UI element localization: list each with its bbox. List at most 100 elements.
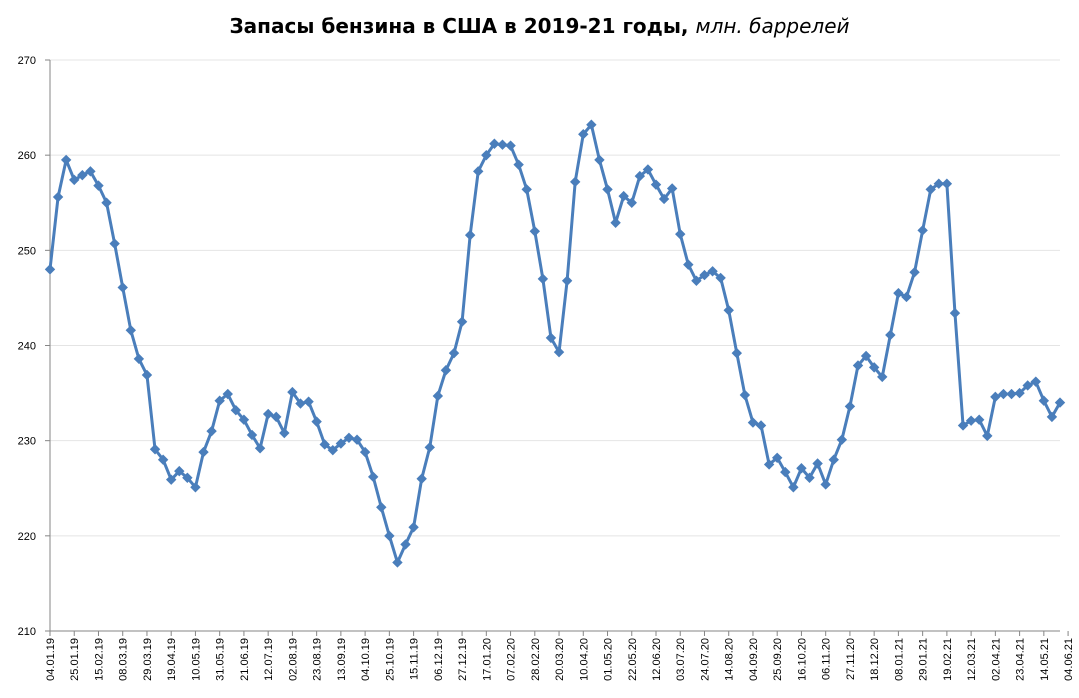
x-tick-label: 27.12.19 (457, 638, 469, 681)
x-tick-label: 25.09.20 (772, 638, 784, 681)
data-point-marker (707, 266, 718, 277)
x-tick-label: 14.05.21 (1039, 638, 1051, 681)
data-point-marker (198, 446, 209, 458)
x-tick-label: 15.02.19 (93, 638, 105, 681)
data-point-marker (755, 420, 767, 431)
data-point-marker (311, 416, 322, 427)
data-point-marker (634, 170, 646, 182)
x-tick-label: 04.06.21 (1063, 638, 1075, 681)
data-point-marker (699, 269, 710, 281)
data-point-marker (1054, 397, 1066, 408)
data-point-marker (973, 414, 985, 425)
data-point-marker (214, 395, 225, 406)
data-point-marker (376, 502, 387, 513)
data-point-marker (343, 432, 355, 444)
x-tick-label: 12.03.21 (966, 638, 978, 681)
data-point-marker (796, 463, 807, 474)
x-tick-label: 14.08.20 (724, 638, 736, 681)
data-point-marker (723, 305, 734, 316)
x-tick-label: 17.01.20 (481, 638, 493, 681)
data-point-marker (780, 466, 791, 478)
data-point-marker (287, 386, 298, 398)
data-point-marker (117, 282, 128, 293)
data-point-marker (949, 307, 961, 319)
x-tick-label: 12.06.20 (651, 638, 663, 681)
data-point-marker (553, 346, 565, 358)
data-point-marker (610, 217, 621, 228)
data-point-marker (982, 430, 993, 442)
data-point-marker (190, 482, 201, 493)
data-point-marker (675, 228, 686, 240)
data-point-marker (998, 388, 1009, 400)
data-point-marker (182, 472, 193, 483)
data-point-marker (836, 434, 848, 445)
data-point-marker (489, 138, 500, 149)
data-point-marker (222, 388, 233, 400)
y-tick-label: 220 (18, 531, 36, 543)
data-point-marker (77, 169, 88, 181)
y-tick-label: 240 (18, 341, 36, 353)
data-point-marker (569, 176, 581, 188)
data-point-marker (844, 401, 856, 412)
data-point-marker (157, 454, 169, 465)
data-point-marker (965, 415, 977, 426)
series-gasoline-inventory (44, 119, 1066, 568)
data-point-marker (715, 272, 726, 284)
data-point-marker (521, 184, 532, 195)
x-tick-label: 28.02.20 (530, 638, 542, 681)
x-tick-label: 01.05.20 (603, 638, 615, 681)
data-point-marker (424, 442, 435, 453)
chart-title: Запасы бензина в США в 2019-21 годы, млн… (0, 14, 1079, 38)
data-point-marker (351, 434, 363, 445)
x-axis-tick-labels: 04.01.19 25.01.19 15.02.19 08.03.19 29.03.19… (45, 638, 1075, 681)
data-point-marker (917, 225, 928, 236)
data-point-marker (367, 471, 379, 483)
data-point-marker (238, 414, 250, 425)
x-tick-label: 10.05.19 (190, 638, 202, 681)
x-tick-label: 23.04.21 (1015, 638, 1027, 681)
data-point-marker (497, 139, 508, 150)
data-point-marker (246, 429, 258, 441)
x-tick-label: 16.10.20 (796, 638, 808, 681)
x-tick-label: 02.04.21 (990, 638, 1002, 681)
x-tick-label: 10.04.20 (578, 638, 590, 681)
data-point-marker (432, 390, 444, 402)
data-point-marker (666, 183, 678, 194)
data-point-marker (327, 444, 339, 456)
data-point-marker (691, 275, 702, 286)
x-tick-label: 08.01.21 (893, 638, 905, 681)
data-point-marker (852, 360, 864, 371)
y-tick-label: 260 (18, 150, 36, 162)
x-tick-label: 31.05.19 (215, 638, 227, 681)
data-point-marker (69, 174, 80, 186)
data-point-marker (448, 347, 460, 359)
data-point-marker (860, 350, 872, 362)
data-point-marker (812, 458, 823, 469)
data-point-marker (85, 166, 96, 177)
x-tick-label: 25.10.19 (384, 638, 396, 681)
data-point-marker (392, 557, 403, 568)
data-point-marker (101, 197, 112, 208)
data-point-marker (262, 408, 274, 420)
chart-title-main: Запасы бензина в США в 2019-21 годы, (229, 14, 689, 38)
data-point-marker (618, 190, 629, 202)
x-tick-label: 02.08.19 (287, 638, 299, 681)
data-point-marker (440, 365, 452, 376)
data-point-marker (165, 474, 177, 485)
x-tick-label: 19.04.19 (166, 638, 178, 681)
data-point-marker (254, 443, 266, 454)
data-point-marker (545, 332, 557, 344)
data-point-marker (141, 369, 153, 381)
y-tick-label: 270 (18, 55, 36, 67)
data-point-marker (319, 439, 330, 450)
data-point-marker (788, 482, 799, 493)
data-point-marker (941, 178, 953, 189)
x-tick-label: 29.03.19 (142, 638, 154, 681)
x-tick-label: 24.07.20 (699, 638, 711, 681)
data-point-marker (529, 226, 541, 237)
x-tick-label: 07.02.20 (506, 638, 518, 681)
x-tick-label: 06.12.19 (433, 638, 445, 681)
data-point-marker (626, 197, 637, 208)
data-point-marker (303, 396, 314, 407)
data-point-marker (271, 411, 282, 423)
